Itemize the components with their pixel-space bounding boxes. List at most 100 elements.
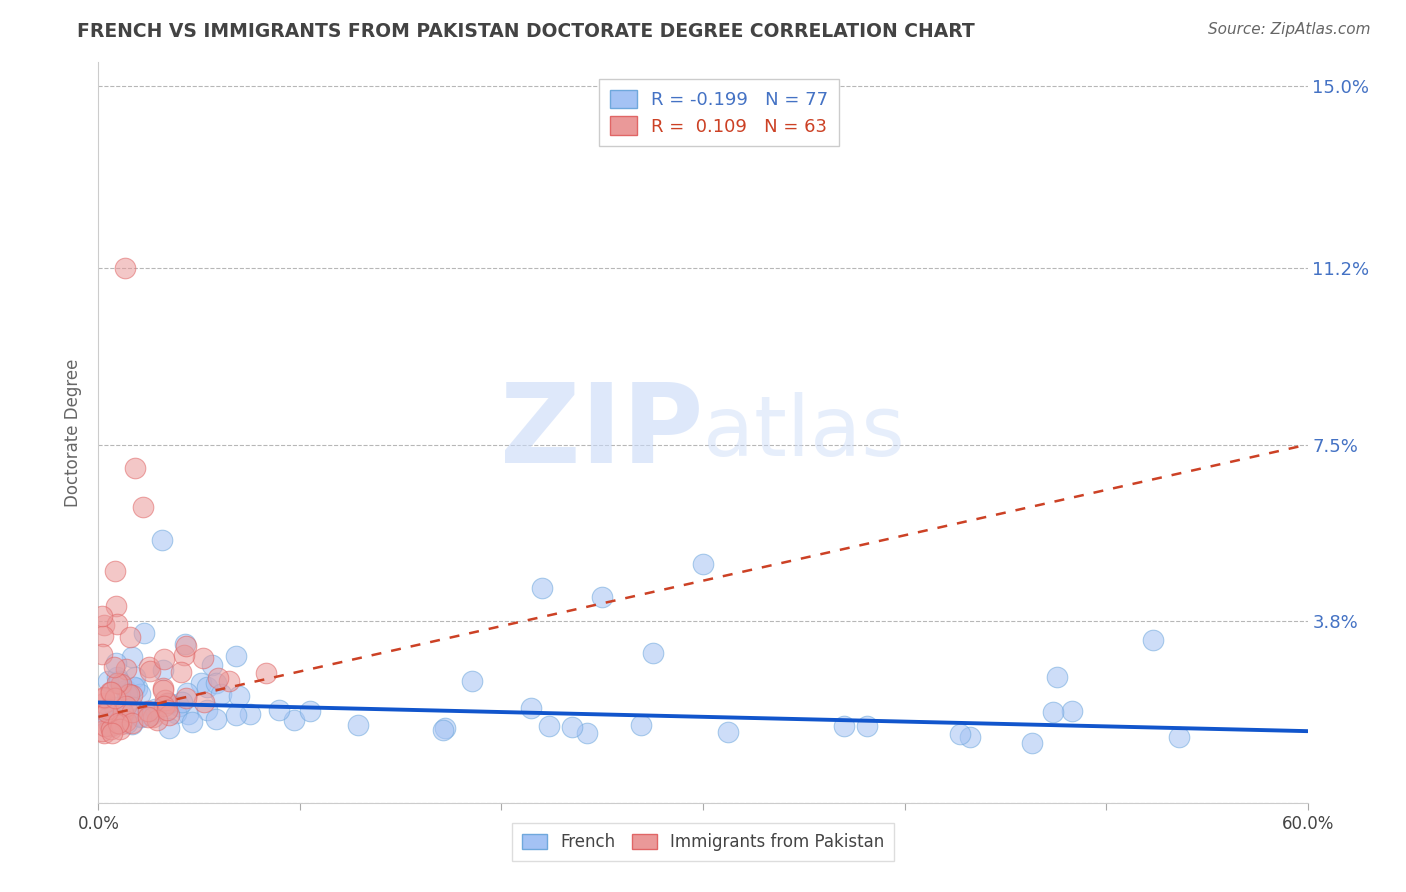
French	[129, 710, 152, 724]
Immigrants from Pakistan	[98, 718, 121, 732]
Immigrants from Pakistan	[132, 500, 155, 514]
Immigrants from Pakistan	[170, 665, 193, 679]
French	[1046, 670, 1069, 684]
French	[1042, 705, 1064, 719]
French	[170, 695, 193, 709]
Immigrants from Pakistan	[101, 725, 124, 739]
French	[124, 680, 146, 694]
French	[591, 591, 613, 605]
Immigrants from Pakistan	[138, 664, 160, 678]
French	[129, 708, 152, 723]
Immigrants from Pakistan	[93, 617, 115, 632]
French	[103, 714, 125, 728]
French	[157, 696, 180, 710]
French	[121, 650, 143, 665]
French	[122, 699, 145, 714]
Immigrants from Pakistan	[124, 461, 146, 475]
French	[434, 722, 457, 736]
French	[132, 625, 155, 640]
French	[180, 715, 202, 730]
Immigrants from Pakistan	[115, 698, 138, 713]
Y-axis label: Doctorate Degree: Doctorate Degree	[65, 359, 83, 507]
French	[530, 581, 553, 595]
French	[124, 670, 146, 684]
French	[143, 702, 166, 716]
French	[283, 713, 305, 727]
French	[128, 687, 150, 701]
Immigrants from Pakistan	[104, 690, 127, 705]
French	[145, 704, 167, 718]
Immigrants from Pakistan	[254, 665, 277, 680]
French	[519, 700, 541, 714]
French	[108, 673, 131, 688]
French	[115, 687, 138, 701]
French	[239, 706, 262, 721]
French	[107, 669, 129, 683]
French	[100, 714, 122, 729]
French	[103, 700, 125, 714]
Text: ZIP: ZIP	[499, 379, 703, 486]
French	[432, 723, 454, 737]
French	[115, 715, 138, 730]
Immigrants from Pakistan	[152, 681, 174, 695]
Immigrants from Pakistan	[156, 703, 179, 717]
French	[150, 533, 173, 547]
French	[228, 689, 250, 703]
French	[195, 680, 218, 694]
French	[561, 720, 583, 734]
Immigrants from Pakistan	[145, 713, 167, 727]
French	[97, 710, 120, 724]
Immigrants from Pakistan	[105, 599, 128, 613]
Immigrants from Pakistan	[142, 710, 165, 724]
Immigrants from Pakistan	[118, 630, 141, 644]
Immigrants from Pakistan	[110, 717, 132, 731]
Immigrants from Pakistan	[98, 685, 121, 699]
Text: Source: ZipAtlas.com: Source: ZipAtlas.com	[1208, 22, 1371, 37]
Immigrants from Pakistan	[218, 674, 240, 689]
Immigrants from Pakistan	[121, 706, 143, 720]
Immigrants from Pakistan	[94, 719, 117, 733]
Immigrants from Pakistan	[191, 650, 214, 665]
French	[167, 699, 190, 714]
Immigrants from Pakistan	[108, 714, 131, 729]
French	[97, 715, 120, 730]
French	[832, 719, 855, 733]
Immigrants from Pakistan	[93, 726, 115, 740]
Immigrants from Pakistan	[91, 629, 114, 643]
French	[152, 663, 174, 677]
French	[201, 657, 224, 672]
Immigrants from Pakistan	[100, 685, 122, 699]
Text: atlas: atlas	[703, 392, 904, 473]
French	[855, 719, 877, 733]
French	[108, 706, 131, 721]
Immigrants from Pakistan	[105, 676, 128, 690]
Text: FRENCH VS IMMIGRANTS FROM PAKISTAN DOCTORATE DEGREE CORRELATION CHART: FRENCH VS IMMIGRANTS FROM PAKISTAN DOCTO…	[77, 22, 976, 41]
Immigrants from Pakistan	[117, 687, 139, 701]
Immigrants from Pakistan	[115, 663, 138, 677]
Immigrants from Pakistan	[104, 565, 127, 579]
Immigrants from Pakistan	[176, 691, 198, 706]
French	[347, 718, 370, 732]
French	[190, 675, 212, 690]
French	[225, 707, 247, 722]
Immigrants from Pakistan	[152, 682, 174, 697]
Immigrants from Pakistan	[108, 723, 131, 737]
Immigrants from Pakistan	[93, 690, 115, 705]
French	[692, 557, 714, 571]
Immigrants from Pakistan	[173, 648, 195, 663]
Immigrants from Pakistan	[91, 648, 114, 662]
French	[100, 719, 122, 733]
Immigrants from Pakistan	[110, 677, 132, 691]
Immigrants from Pakistan	[193, 695, 215, 709]
French	[205, 675, 228, 690]
French	[537, 719, 560, 733]
Immigrants from Pakistan	[152, 651, 174, 665]
French	[205, 712, 228, 726]
Immigrants from Pakistan	[121, 688, 143, 702]
French	[717, 725, 740, 739]
French	[165, 706, 187, 720]
French	[174, 637, 197, 651]
Immigrants from Pakistan	[136, 704, 159, 718]
French	[176, 686, 198, 700]
Immigrants from Pakistan	[114, 260, 136, 275]
